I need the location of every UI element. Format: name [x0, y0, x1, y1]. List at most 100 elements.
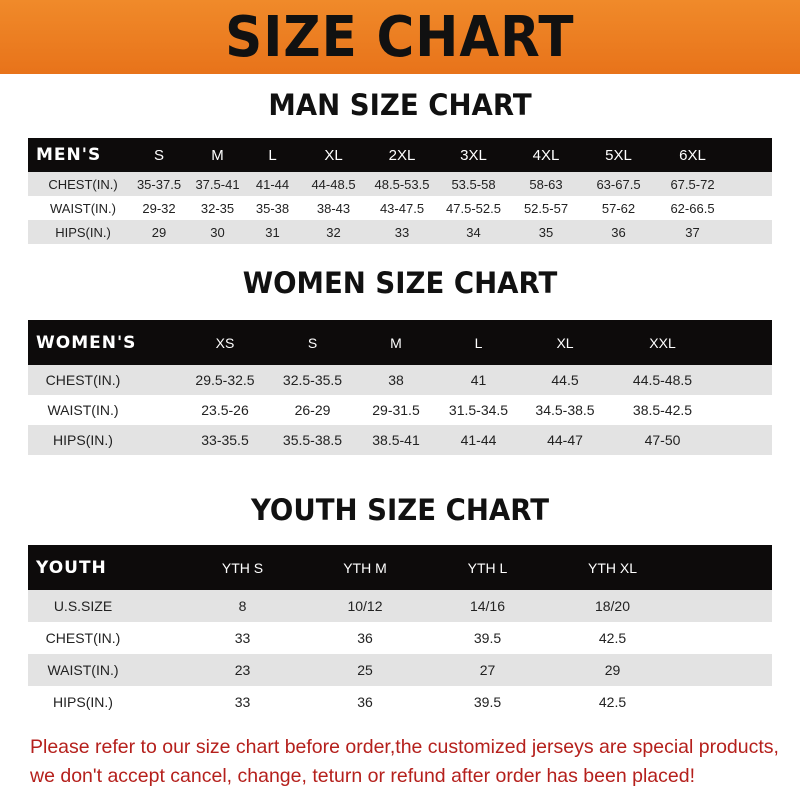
row-label: WAIST(IN.)	[47, 662, 119, 678]
row-label: HIPS(IN.)	[55, 224, 111, 240]
size-header: 4XL	[532, 146, 560, 164]
table-cell: 35-38	[255, 200, 290, 216]
table-cell: 29.5-32.5	[195, 372, 255, 388]
table-cell: 34	[466, 224, 481, 240]
table-cell: 39.5	[473, 630, 502, 646]
table-cell: 57-62	[601, 200, 636, 216]
table-cell: 34.5-38.5	[535, 402, 595, 418]
size-header: XS	[215, 334, 235, 351]
table-row: HIPS(IN.) 29 30 31 32 33 34 35 36 37	[28, 220, 772, 244]
table-cell: 36	[357, 630, 373, 646]
table-cell: 41-44	[460, 432, 497, 448]
size-header: M	[390, 334, 402, 351]
youth-title: YOUTH SIZE CHART	[250, 493, 550, 527]
table-cell: 31	[265, 224, 280, 240]
table-cell: 35	[538, 224, 554, 240]
size-header: XL	[556, 334, 574, 351]
table-cell: 38	[388, 372, 404, 388]
table-row: CHEST(IN.) 33 36 39.5 42.5	[28, 622, 772, 654]
men-title: MAN SIZE CHART	[268, 88, 532, 122]
table-cell: 47-50	[644, 432, 681, 448]
youth-size-table: YOUTH YTH S YTH M YTH L YTH XL U.S.SIZE 8 10/12…	[28, 545, 772, 718]
size-header: L	[268, 146, 277, 164]
table-row: CHEST(IN.) 35-37.5 37.5-41 41-44 44-48.5 48.5…	[28, 172, 772, 196]
table-cell: 25	[357, 662, 373, 678]
table-cell: 26-29	[294, 402, 331, 418]
header-row: YOUTH YTH S YTH M YTH L YTH XL	[28, 545, 772, 590]
header-row: WOMEN'S XS S M L XL XXL	[28, 320, 772, 365]
table-cell: 10/12	[347, 598, 383, 614]
row-label: CHEST(IN.)	[48, 176, 118, 192]
row-label: CHEST(IN.)	[45, 630, 121, 646]
table-cell: 33	[234, 630, 251, 646]
table-cell: 38.5-42.5	[632, 402, 693, 418]
table-heading: YOUTH	[36, 557, 107, 578]
notice-line-1: Please refer to our size chart before or…	[30, 736, 779, 758]
banner-title: SIZE CHART	[225, 4, 575, 70]
size-header: XL	[324, 146, 343, 164]
table-cell: 48.5-53.5	[374, 176, 430, 192]
table-cell: 29-32	[142, 200, 176, 216]
row-label: U.S.SIZE	[53, 598, 113, 614]
table-cell: 47.5-52.5	[446, 200, 501, 216]
table-heading: MEN'S	[36, 145, 102, 165]
women-size-table: WOMEN'S XS S M L XL XXL CHEST(IN.) 29.5-32.5 32.5…	[28, 320, 772, 455]
table-cell: 29-31.5	[372, 402, 420, 418]
size-header: 6XL	[679, 146, 706, 164]
table-row: WAIST(IN.) 23.5-26 26-29 29-31.5 31.5-34.5 34…	[28, 395, 772, 425]
table-heading: WOMEN'S	[36, 332, 137, 353]
row-label: WAIST(IN.)	[50, 200, 116, 216]
header-row: MEN'S S M L XL 2XL 3XL 4XL 5XL 6XL	[28, 138, 772, 172]
table-cell: 18/20	[594, 598, 631, 614]
table-cell: 38-43	[316, 200, 351, 216]
size-header: YTH S	[221, 559, 264, 576]
table-cell: 39.5	[473, 694, 502, 710]
row-label: WAIST(IN.)	[47, 402, 119, 418]
table-cell: 36	[357, 694, 373, 710]
table-cell: 53.5-58	[451, 176, 496, 192]
table-cell: 42.5	[598, 694, 627, 710]
table-cell: 44.5-48.5	[632, 372, 693, 388]
table-cell: 36	[611, 224, 626, 240]
table-cell: 33	[234, 694, 251, 710]
table-cell: 32.5-35.5	[282, 372, 343, 388]
table-cell: 29	[604, 662, 621, 678]
table-cell: 27	[479, 662, 496, 678]
table-row: CHEST(IN.) 29.5-32.5 32.5-35.5 38 41 44.5 44.5…	[28, 365, 772, 395]
table-cell: 62-66.5	[670, 200, 715, 216]
table-cell: 44-47	[547, 432, 583, 448]
table-cell: 37	[685, 224, 700, 240]
table-cell: 44.5	[551, 372, 579, 388]
row-label: CHEST(IN.)	[45, 372, 121, 388]
table-cell: 23.5-26	[201, 402, 249, 418]
table-cell: 14/16	[469, 598, 506, 614]
table-cell: 42.5	[598, 630, 627, 646]
size-header: YTH XL	[587, 559, 637, 576]
row-label: HIPS(IN.)	[53, 694, 113, 710]
table-cell: 30	[210, 224, 225, 240]
size-header: L	[474, 334, 483, 351]
notice-line-2: we don't accept cancel, change, teturn o…	[30, 765, 695, 787]
table-row: U.S.SIZE 8 10/12 14/16 18/20	[28, 590, 772, 622]
women-title: WOMEN SIZE CHART	[242, 266, 558, 300]
table-cell: 8	[238, 598, 247, 614]
table-cell: 33	[394, 224, 410, 240]
table-row: WAIST(IN.) 23 25 27 29	[28, 654, 772, 686]
table-cell: 38.5-41	[372, 432, 420, 448]
size-header: 3XL	[460, 146, 487, 164]
table-row: HIPS(IN.) 33 36 39.5 42.5	[28, 686, 772, 718]
order-notice: Please refer to our size chart before or…	[30, 733, 800, 791]
size-header: XXL	[649, 334, 676, 351]
table-cell: 67.5-72	[670, 176, 715, 192]
table-row: HIPS(IN.) 33-35.5 35.5-38.5 38.5-41 41-44 44-…	[28, 425, 772, 455]
table-cell: 37.5-41	[195, 176, 240, 192]
size-header: YTH M	[343, 559, 387, 576]
size-header: 5XL	[605, 146, 632, 164]
table-cell: 63-67.5	[596, 176, 641, 192]
table-cell: 35.5-38.5	[282, 432, 343, 448]
size-header: YTH L	[467, 559, 508, 576]
table-cell: 58-63	[529, 176, 563, 192]
table-row: WAIST(IN.) 29-32 32-35 35-38 38-43 43-47.5 47.…	[28, 196, 772, 220]
table-cell: 32-35	[200, 200, 235, 216]
size-header: M	[211, 146, 224, 164]
